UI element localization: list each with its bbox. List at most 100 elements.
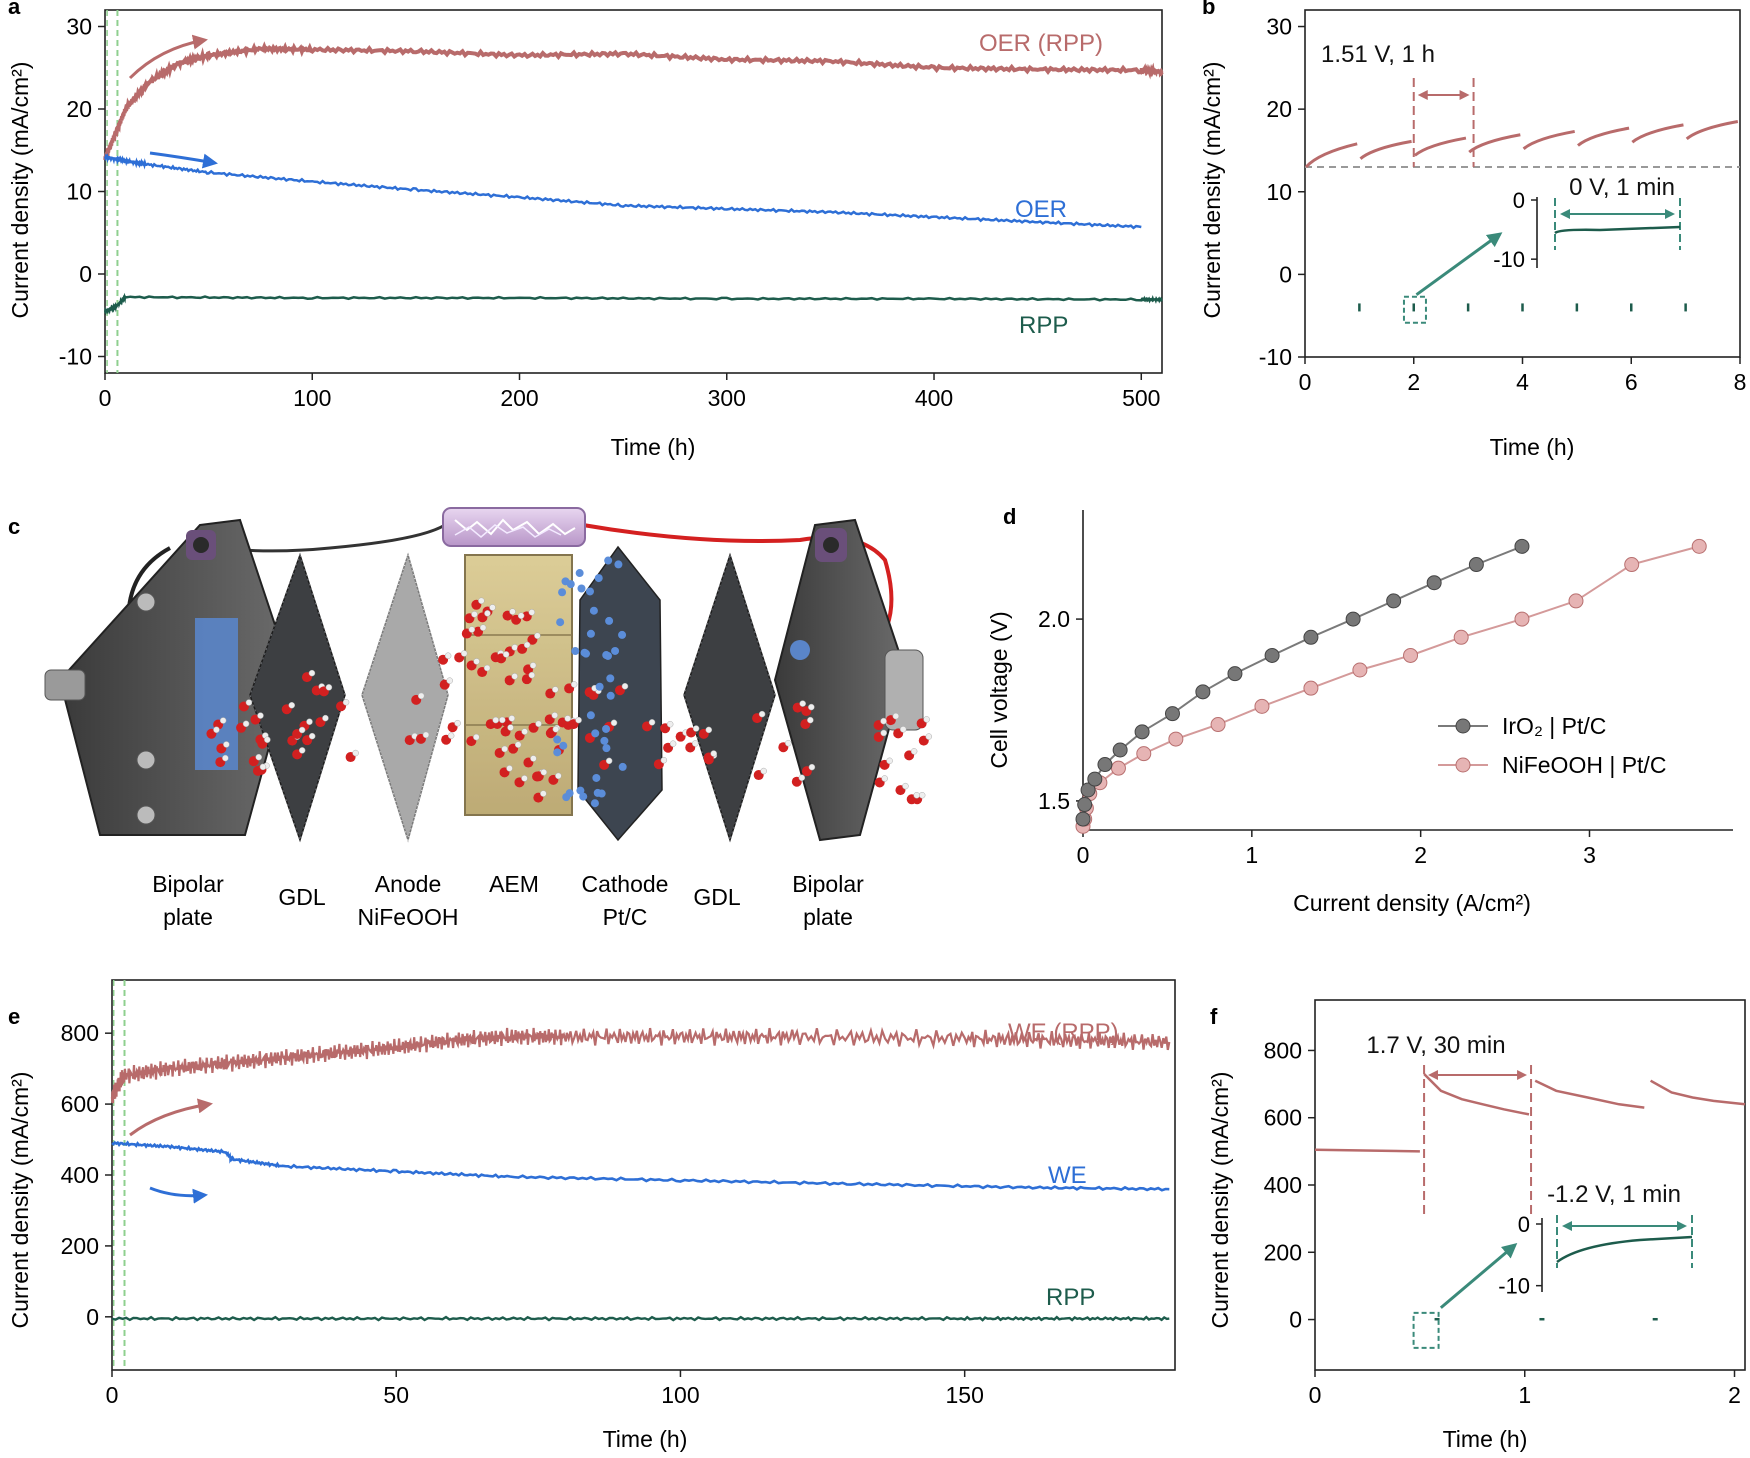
hydrogen-atom [245, 699, 253, 706]
panel-d-xtick-label: 0 [1077, 842, 1090, 868]
point-nifeooh [1168, 731, 1184, 747]
point-iro2 [1386, 593, 1402, 609]
hydrogen-atom [288, 702, 295, 709]
inset-ytick-label: -10 [1493, 247, 1525, 272]
hydrogen-atom [417, 692, 425, 700]
point-iro2 [1426, 575, 1442, 591]
hydrogen-atom [308, 669, 316, 677]
hydrogen-atom [255, 753, 263, 761]
zoom-arrow [1415, 232, 1503, 296]
hydrogen-atom [564, 715, 571, 722]
point-nifeooh [1254, 698, 1270, 714]
pt-particle [602, 724, 611, 733]
hydrogen-atom [692, 725, 700, 732]
series-oer [103, 153, 1142, 230]
panel-f-ytick-label: 400 [1264, 1172, 1302, 1198]
component-label-bipolar-left: Bipolar plate [152, 871, 224, 930]
panel-b: b 0 2 4 6 8 -10 0 10 20 30 Time (h) Current densi… [1199, 0, 1746, 460]
panel-a-xtick-label: 300 [708, 385, 746, 411]
point-iro2 [1097, 757, 1113, 773]
pt-particle [606, 691, 615, 700]
pt-particle [603, 651, 612, 660]
panel-f-annotation-inset: -1.2 V, 1 min [1547, 1181, 1681, 1208]
panel-b-xlabel: Time (h) [1490, 434, 1575, 460]
panel-a-frame [104, 9, 1163, 374]
hydrogen-atom [913, 792, 920, 799]
series-label-rpp-e: RPP [1046, 1284, 1095, 1311]
cycle-segment [1304, 142, 1358, 169]
component-label-bipolar-right: Bipolar plate [792, 871, 864, 930]
series-steady [1314, 1148, 1420, 1153]
hydrogen-atom [552, 726, 560, 733]
cycle-segment [1413, 136, 1467, 157]
pt-particle [605, 616, 614, 625]
point-nifeooh [1210, 717, 1226, 733]
gdl-left [249, 552, 346, 843]
panel-b-ytick-label: -10 [1259, 344, 1292, 370]
trend-arrow-oer [149, 151, 218, 169]
cycle-segment [1359, 139, 1412, 160]
hydrogen-atom [523, 641, 531, 649]
panel-f-ytick-label: 600 [1264, 1105, 1302, 1131]
component-label-cathode: Cathode Pt/C [582, 871, 669, 930]
panel-a-xtick-label: 0 [99, 385, 112, 411]
panel-e: e 0 50 100 150 0 200 400 600 800 Time (h) Curren… [7, 979, 1176, 1452]
point-iro2 [1087, 771, 1103, 787]
panel-f-ytick-label: 800 [1264, 1037, 1302, 1063]
panel-b-xtick-label: 6 [1625, 369, 1638, 395]
inset-ytick-label: -10 [1498, 1274, 1530, 1299]
point-iro2 [1303, 629, 1319, 645]
point-iro2 [1080, 782, 1096, 798]
panel-a-ytick-label: 20 [66, 96, 92, 122]
panel-d-xlabel: Current density (A/cm²) [1293, 890, 1531, 916]
cycle-segment [1577, 126, 1630, 147]
hydrogen-atom [621, 682, 629, 690]
panel-e-ytick-label: 400 [61, 1162, 99, 1188]
hydrogen-atom [506, 765, 513, 772]
hydrogen-atom [483, 664, 491, 672]
hydrogen-atom [502, 651, 510, 658]
panel-a-letter: a [8, 0, 21, 19]
point-nifeooh [1624, 557, 1640, 573]
gdl-right [683, 552, 776, 843]
point-iro2 [1134, 724, 1150, 740]
panel-d-axes: 0 1 2 3 1.5 2.0 [1038, 510, 1733, 868]
cycle-segment [1522, 129, 1575, 150]
hydrogen-atom [444, 652, 452, 659]
pt-particle [558, 588, 567, 597]
hydrogen-atom [489, 604, 496, 611]
panel-d-legend: IrO₂ | Pt/C NiFeOOH | Pt/C [1438, 713, 1666, 778]
hydrogen-atom [551, 712, 558, 719]
pt-particle [590, 799, 599, 808]
panel-f-xtick-label: 2 [1728, 1382, 1741, 1408]
panel-e-ylabel: Current density (mA/cm²) [7, 1072, 33, 1329]
inset-ytick-label: 0 [1513, 188, 1525, 213]
series-nifeooh-line [1082, 545, 1700, 827]
hydrogen-atom [799, 700, 806, 707]
panel-a-xtick-label: 500 [1122, 385, 1160, 411]
panel-e-ytick-label: 600 [61, 1091, 99, 1117]
panel-a-xlabel: Time (h) [611, 434, 696, 460]
series-label-we: WE [1048, 1162, 1087, 1189]
hydrogen-atom [886, 757, 893, 765]
panel-e-xtick-label: 150 [945, 1382, 983, 1408]
panel-e-ytick-label: 800 [61, 1020, 99, 1046]
hydrogen-atom [808, 763, 816, 771]
panel-b-xtick-label: 0 [1299, 369, 1312, 395]
panel-e-ytick-label: 200 [61, 1233, 99, 1259]
panel-f-inset: 0 -10 [1498, 1212, 1693, 1299]
hydrogen-atom [507, 724, 514, 731]
panel-a-ytick-label: -10 [59, 344, 92, 370]
hydrogen-atom [902, 782, 909, 790]
hydrogen-atom [529, 662, 537, 669]
cycle-segment [1649, 1079, 1746, 1106]
cycle-segment [1423, 1073, 1530, 1116]
panel-e-axes: 0 50 100 150 0 200 400 600 800 [61, 979, 1176, 1408]
hydrogen-atom [798, 774, 806, 781]
panel-b-plot [1304, 78, 1740, 324]
pt-particle [559, 741, 568, 750]
series-label-rpp: RPP [1019, 312, 1068, 339]
component-label-gdl-left: GDL [278, 884, 326, 910]
panel-f-axes: 0 1 2 0 200 400 600 800 [1264, 999, 1746, 1408]
hydrogen-atom [521, 728, 528, 735]
